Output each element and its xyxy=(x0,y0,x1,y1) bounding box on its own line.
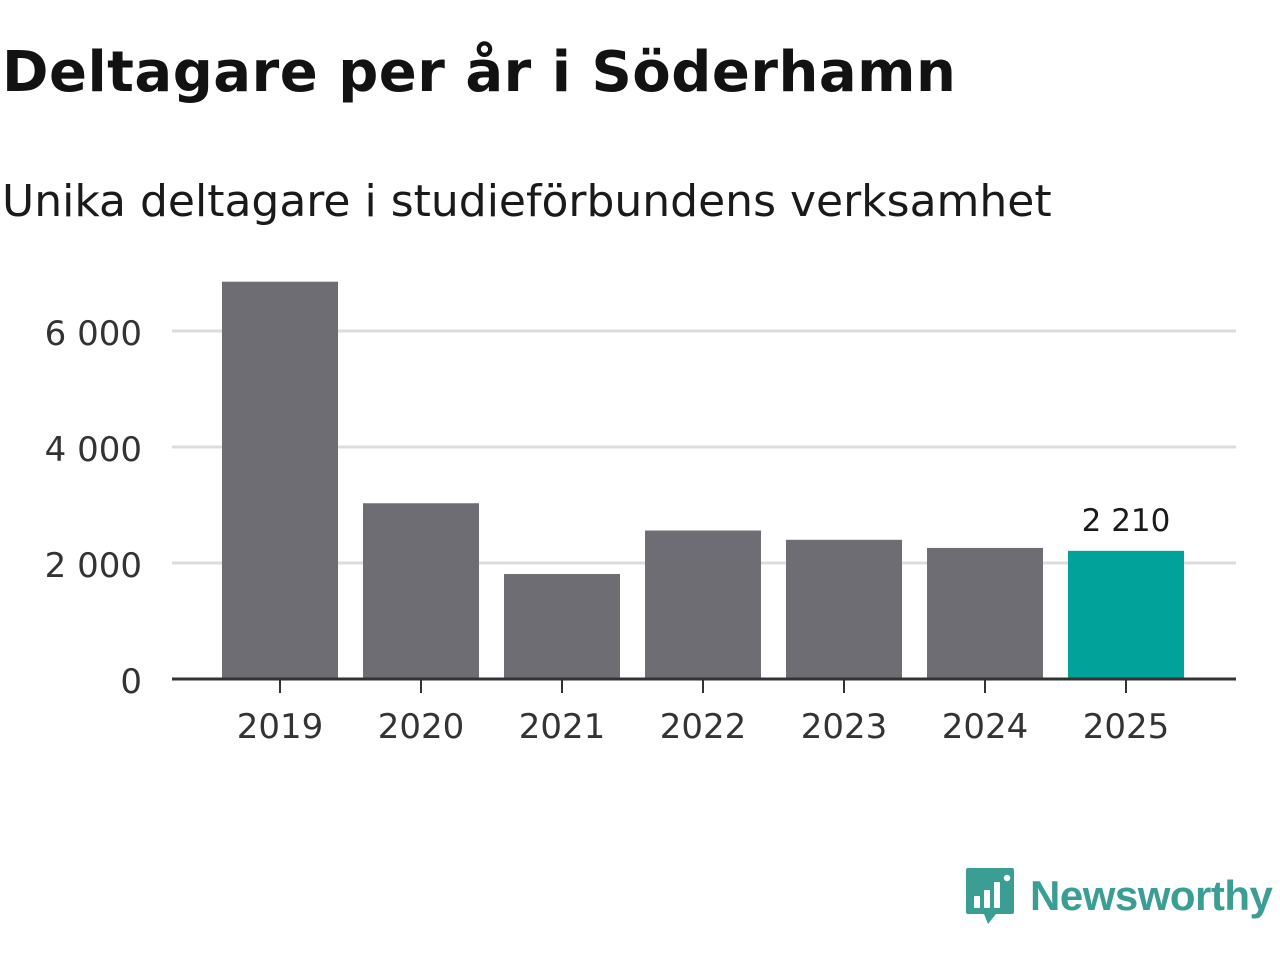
bar-2022 xyxy=(645,530,761,679)
bar-2025 xyxy=(1068,550,1184,679)
data-label: 2 210 xyxy=(1082,503,1171,539)
x-tick-label: 2024 xyxy=(942,707,1029,747)
y-tick-label: 4 000 xyxy=(45,430,142,470)
bar-2021 xyxy=(504,574,620,679)
x-tick-label: 2021 xyxy=(519,707,606,747)
newsworthy-logo: Newsworthy xyxy=(964,866,1273,926)
x-tick-label: 2019 xyxy=(237,707,324,747)
y-tick-label: 0 xyxy=(120,662,142,702)
x-tick-label: 2025 xyxy=(1083,707,1170,747)
x-tick-label: 2020 xyxy=(378,707,465,747)
x-tick-label: 2022 xyxy=(660,707,747,747)
y-tick-label: 6 000 xyxy=(45,314,142,354)
bar-2020 xyxy=(363,503,479,679)
x-tick-label: 2023 xyxy=(801,707,888,747)
newsworthy-logo-icon xyxy=(966,868,1014,924)
bar-2023 xyxy=(786,539,902,679)
brand-name: Newsworthy xyxy=(1030,872,1273,919)
chart-subtitle: Unika deltagare i studieförbundens verks… xyxy=(2,176,1052,227)
chart-title: Deltagare per år i Söderhamn xyxy=(2,40,957,105)
bar-2024 xyxy=(927,547,1043,679)
y-tick-label: 2 000 xyxy=(45,546,142,586)
bar-2019 xyxy=(222,281,338,679)
